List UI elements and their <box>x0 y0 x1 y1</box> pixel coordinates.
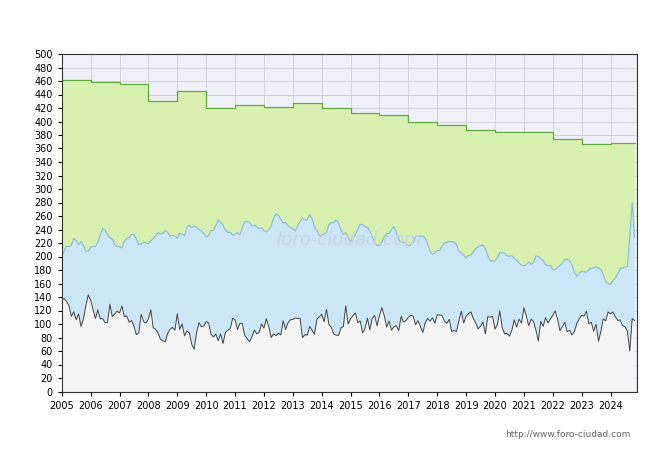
Text: http://www.foro-ciudad.com: http://www.foro-ciudad.com <box>505 430 630 439</box>
Text: Férez - Evolucion de la poblacion en edad de Trabajar Noviembre de 2024: Férez - Evolucion de la poblacion en eda… <box>55 17 595 33</box>
Text: foro-ciudad.com: foro-ciudad.com <box>276 230 422 248</box>
